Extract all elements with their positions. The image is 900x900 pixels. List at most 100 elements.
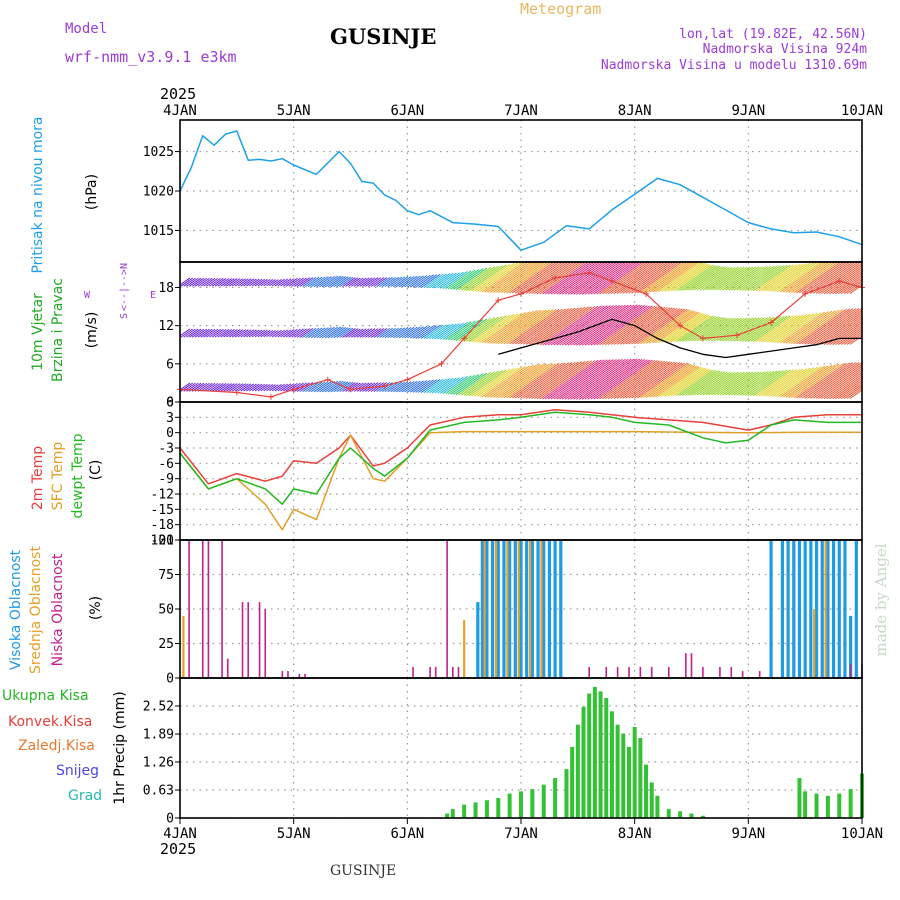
wind-barb: [442, 321, 468, 340]
cloud-bar-0: [490, 540, 495, 678]
wind-barb: [682, 370, 719, 396]
cloud-bar-0: [792, 540, 796, 678]
pressure-point: [349, 162, 352, 164]
wind-barb: [755, 369, 794, 397]
wind-barb: [823, 266, 862, 295]
wind-barb: [699, 317, 733, 342]
ytick-label: 18: [158, 281, 174, 296]
wind-barb: [772, 262, 815, 292]
wind-barb: [313, 381, 329, 393]
wind-barb: [321, 326, 338, 339]
wind-barb: [567, 262, 616, 295]
wind-barb: [180, 328, 193, 338]
wind-barb: [246, 329, 257, 338]
ytick-label: 1020: [143, 185, 174, 200]
wind-barb: [761, 368, 800, 397]
compass-n: N: [119, 263, 130, 269]
precip-bar: [621, 733, 626, 818]
wind-barb: [333, 381, 349, 393]
wind-barb: [691, 371, 726, 396]
wind-barb: [387, 276, 403, 288]
wind-barb: [305, 381, 320, 393]
cloud-bar-0: [508, 540, 512, 678]
wind-barb: [367, 328, 382, 338]
cloud-bar-2: [628, 666, 630, 678]
wind-barb: [719, 266, 754, 291]
ytick-label: 0: [166, 672, 174, 687]
xtick-label-bottom: 6JAN: [390, 826, 424, 842]
pressure-point: [190, 166, 192, 168]
xtick-label-top: 5JAN: [277, 103, 311, 119]
wind-barb: [826, 268, 862, 295]
wind-barb: [506, 309, 557, 345]
wind-barb: [777, 262, 822, 293]
wind-barb: [243, 329, 255, 338]
wind-barb: [197, 277, 210, 287]
wind-barb: [652, 365, 698, 398]
wind-barb: [798, 308, 850, 345]
wind-barb: [384, 381, 399, 393]
wind-barb: [764, 263, 804, 292]
wind-barb: [556, 305, 614, 346]
wind-barb: [288, 277, 301, 287]
wind-barb: [570, 262, 618, 295]
wind-barb: [401, 380, 418, 393]
wind-barb: [407, 326, 424, 339]
wind-barb: [418, 379, 438, 393]
wind-barb: [412, 379, 431, 393]
temp-label-2m: 2m Temp: [30, 446, 46, 510]
wind-barb: [788, 364, 836, 398]
wind-barb: [628, 362, 681, 399]
wind-barb: [183, 277, 196, 287]
wind-barb: [646, 364, 694, 398]
ytick-label: 12: [158, 319, 174, 334]
wind-barb: [324, 326, 342, 339]
cloud-bar-1: [824, 540, 827, 678]
cloud-bar-0: [854, 540, 858, 678]
legend-snijeg: Snijeg: [56, 763, 99, 779]
cloud-bar-0: [476, 602, 480, 678]
cloud-bar-2: [616, 666, 619, 678]
wind-barb: [755, 315, 794, 343]
wind-barb: [390, 276, 406, 288]
wind-barb: [719, 317, 754, 342]
wind-label-1: 10m Vjetar: [30, 293, 46, 371]
wind-barb: [474, 314, 515, 343]
wind-barb: [254, 278, 265, 287]
wind-barb: [479, 366, 523, 398]
wind-barb: [531, 306, 586, 345]
wind-barb: [696, 267, 730, 291]
wind-barb: [602, 360, 658, 400]
precip-bar: [553, 778, 558, 818]
precip-bar: [689, 813, 694, 818]
wind-barb: [206, 382, 219, 392]
wind-barb: [790, 262, 837, 294]
wind-barb: [277, 329, 289, 338]
wind-barb: [434, 377, 457, 394]
cloud-bar-2: [221, 540, 223, 678]
wind-barb: [450, 269, 480, 290]
pressure-point: [656, 177, 659, 179]
wind-barb: [197, 328, 210, 338]
wind-barb: [790, 309, 840, 344]
legend-ukupna: Ukupna Kisa: [2, 688, 89, 704]
wind-barb: [353, 382, 367, 392]
wind-barb: [807, 307, 860, 345]
wind-barb: [801, 362, 854, 399]
wind-barb: [453, 373, 484, 395]
wind-barb: [429, 273, 451, 289]
wind-barb: [691, 317, 726, 342]
wind-barb: [810, 262, 857, 294]
wind-barb: [463, 265, 499, 291]
wind-barb: [599, 305, 656, 346]
wind-barb: [313, 327, 329, 339]
wind-barb: [815, 311, 862, 345]
ytick-label: 0.63: [143, 784, 174, 799]
wind-barb: [679, 370, 716, 396]
pressure-point: [838, 236, 840, 238]
ytick-label: 1025: [143, 145, 174, 160]
wind-barb: [593, 305, 651, 346]
wind-barb: [849, 284, 862, 294]
pressure-point: [679, 184, 681, 186]
wind-barb: [209, 382, 221, 392]
